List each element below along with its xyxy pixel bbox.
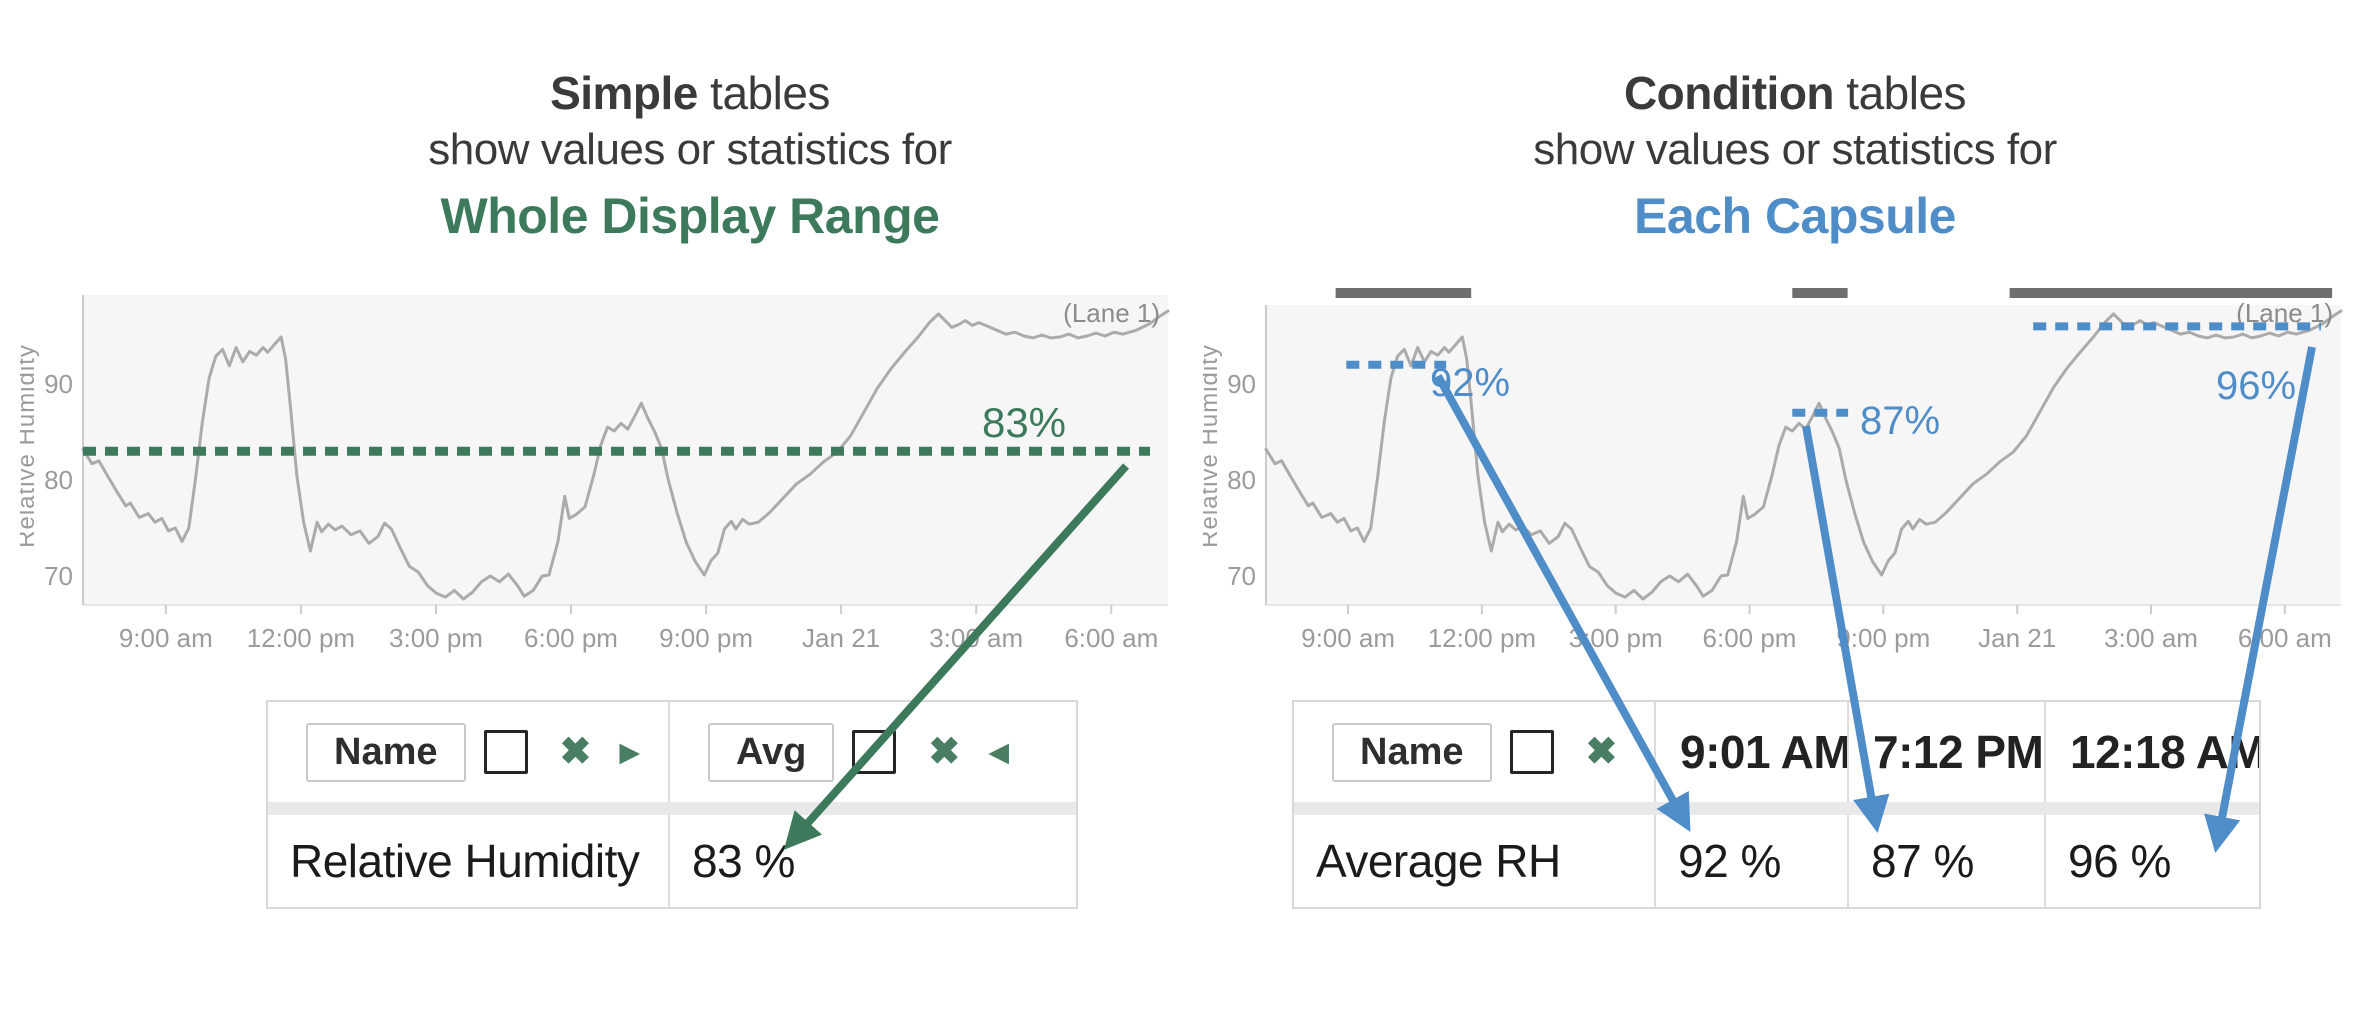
condition-title-bold: Condition	[1623, 67, 1835, 119]
svg-text:90: 90	[44, 369, 73, 399]
svg-text:Relative Humidity: Relative Humidity	[20, 344, 40, 548]
svg-text:(Lane 1): (Lane 1)	[1063, 298, 1160, 328]
remove-column-icon[interactable]: ✖	[559, 731, 592, 773]
svg-text:12:00 pm: 12:00 pm	[1428, 623, 1536, 653]
header-separator-band	[1294, 802, 2259, 815]
condition-title-line2: show values or statistics for	[1533, 125, 2057, 174]
condition-table: Name ✖ 9:01 AM 7:12 PM 12:18 AM Average …	[1292, 700, 2261, 909]
simple-title-block: Simple tables show values or statistics …	[250, 64, 1130, 248]
name-column-checkbox[interactable]	[1509, 730, 1554, 774]
svg-text:70: 70	[1227, 561, 1256, 591]
avg-column-checkbox[interactable]	[852, 730, 897, 774]
svg-text:80: 80	[1227, 465, 1256, 495]
move-column-left-icon[interactable]: ◀	[988, 736, 1009, 767]
svg-text:3:00 am: 3:00 am	[2104, 623, 2198, 653]
header-separator-band	[268, 802, 1076, 815]
svg-text:Jan 21: Jan 21	[802, 623, 880, 653]
capsule-value-cell: 87 %	[1849, 815, 2046, 907]
signal-name-cell: Relative Humidity	[268, 815, 670, 907]
svg-text:Jan 21: Jan 21	[1978, 623, 2056, 653]
condition-title-line1: Condition tables	[1355, 64, 2235, 122]
name-column-checkbox[interactable]	[483, 730, 528, 774]
svg-text:90: 90	[1227, 369, 1256, 399]
svg-text:9:00 am: 9:00 am	[119, 623, 213, 653]
remove-column-icon[interactable]: ✖	[928, 731, 961, 773]
svg-text:6:00 pm: 6:00 pm	[1703, 623, 1797, 653]
capsule-time-header: 9:01 AM	[1656, 702, 1849, 802]
simple-title-line2: show values or statistics for	[428, 125, 952, 174]
svg-text:9:00 pm: 9:00 pm	[1836, 623, 1930, 653]
avg-column-header: Avg ✖ ◀	[670, 702, 1076, 802]
avg-value-cell: 83 %	[692, 835, 795, 887]
condition-title-rest: tables	[1834, 67, 1967, 119]
remove-column-icon[interactable]: ✖	[1585, 731, 1618, 773]
svg-text:96%: 96%	[2216, 364, 2296, 408]
svg-text:92%: 92%	[1430, 361, 1510, 405]
simple-trend-chart: 9:00 am 12:00 pm 3:00 pm 6:00 pm 9:00 pm Jan …	[20, 295, 1170, 653]
name-header-button[interactable]: Name	[306, 722, 466, 782]
svg-text:9:00 am: 9:00 am	[1301, 623, 1395, 653]
simple-title-line1: Simple tables	[250, 64, 1130, 122]
svg-text:70: 70	[44, 561, 73, 591]
svg-text:3:00 am: 3:00 am	[929, 623, 1023, 653]
capsule-time-header: 12:18 AM	[2070, 726, 2259, 778]
capsule-value-cell: 96 %	[2068, 835, 2171, 887]
svg-text:83%: 83%	[982, 399, 1066, 446]
svg-text:Relative Humidity: Relative Humidity	[1203, 344, 1223, 548]
condition-trend-chart: 9:00 am 12:00 pm 3:00 pm 6:00 pm 9:00 pm Jan …	[1203, 288, 2343, 653]
simple-table: Name ✖ ▶ Avg ✖ ◀ Relative Humidity 83 %	[266, 700, 1078, 909]
condition-title-block: Condition tables show values or statisti…	[1355, 64, 2235, 248]
table-row: Average RH 92 % 87 % 96 %	[1294, 815, 2259, 907]
name-column-header: Name ✖	[1294, 702, 1656, 802]
svg-text:87%: 87%	[1860, 399, 1940, 443]
simple-title-highlight: Whole Display Range	[440, 188, 940, 244]
avg-header-button[interactable]: Avg	[708, 722, 835, 782]
svg-text:9:00 pm: 9:00 pm	[659, 623, 753, 653]
svg-text:12:00 pm: 12:00 pm	[247, 623, 355, 653]
svg-text:80: 80	[44, 465, 73, 495]
move-column-right-icon[interactable]: ▶	[619, 736, 641, 767]
name-column-header: Name ✖ ▶	[268, 702, 670, 802]
svg-text:6:00 am: 6:00 am	[1064, 623, 1158, 653]
table-row: Relative Humidity 83 %	[268, 815, 1076, 907]
simple-title-rest: tables	[697, 67, 830, 119]
name-header-button[interactable]: Name	[1332, 722, 1492, 782]
condition-title-highlight: Each Capsule	[1634, 188, 1956, 244]
svg-text:6:00 pm: 6:00 pm	[524, 623, 618, 653]
capsule-time-header: 7:12 PM	[1849, 702, 2046, 802]
capsule-value-cell: 92 %	[1656, 815, 1849, 907]
svg-text:3:00 pm: 3:00 pm	[1569, 623, 1663, 653]
svg-text:6:00 am: 6:00 am	[2238, 623, 2332, 653]
svg-text:3:00 pm: 3:00 pm	[389, 623, 483, 653]
simple-title-bold: Simple	[550, 67, 698, 119]
signal-name-cell: Average RH	[1294, 815, 1656, 907]
